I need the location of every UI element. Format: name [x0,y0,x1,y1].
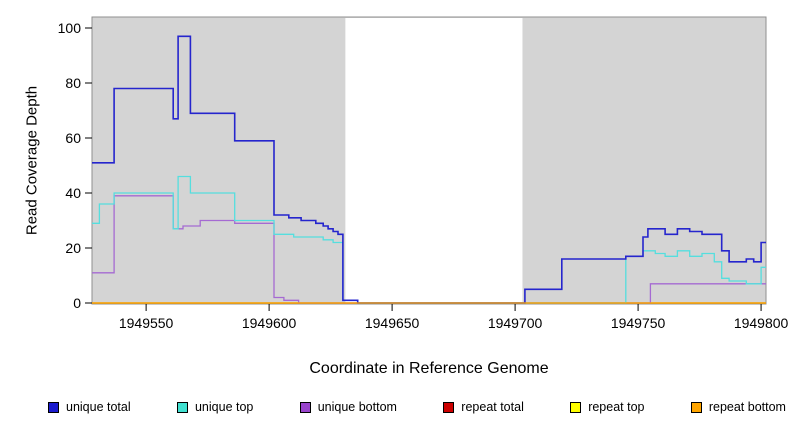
legend-swatch-repeat-bottom [690,401,702,413]
series-unique-total-line [92,35,766,304]
y-axis-title: Read Coverage Depth [23,85,41,236]
legend-label: unique bottom [317,400,397,414]
y-tick-label: 40 [65,185,81,201]
legend-swatch-unique-total [48,401,59,413]
legend-item-unique-bottom: unique bottom [299,400,397,414]
legend-label: repeat bottom [708,400,786,414]
legend-swatch-unique-top [176,401,188,413]
x-tick-label: 1949750 [611,315,666,331]
legend-swatch-repeat-total [443,401,455,413]
x-tick-label: 1949700 [488,315,543,331]
y-tick-label: 100 [58,20,82,36]
x-tick-label: 1949800 [734,315,789,331]
x-tick-label: 1949600 [242,315,297,331]
legend-label: unique top [194,400,254,414]
y-tick-label: 20 [65,240,81,256]
legend-swatch-unique-bottom [299,401,311,413]
legend-item-unique-total: unique total [48,400,131,414]
x-tick-label: 1949550 [119,315,174,331]
x-tick-label: 1949650 [365,315,420,331]
y-tick-label: 60 [65,130,81,146]
legend-swatch-repeat-top [570,401,582,413]
legend-item-repeat-bottom: repeat bottom [690,400,786,414]
legend-label: repeat total [461,400,524,414]
highlight-band [345,18,523,303]
legend-label: repeat top [588,400,645,414]
y-tick-label: 0 [73,295,81,311]
legend-label: unique total [66,400,131,414]
plot-border [91,16,767,305]
legend-item-unique-top: unique top [176,400,254,414]
y-tick-label: 80 [65,75,81,91]
legend-item-repeat-top: repeat top [570,400,644,414]
x-axis-title: Coordinate in Reference Genome [309,360,549,377]
legend-item-repeat-total: repeat total [443,400,524,414]
legend: unique total unique top unique bottom repea… [48,400,786,414]
